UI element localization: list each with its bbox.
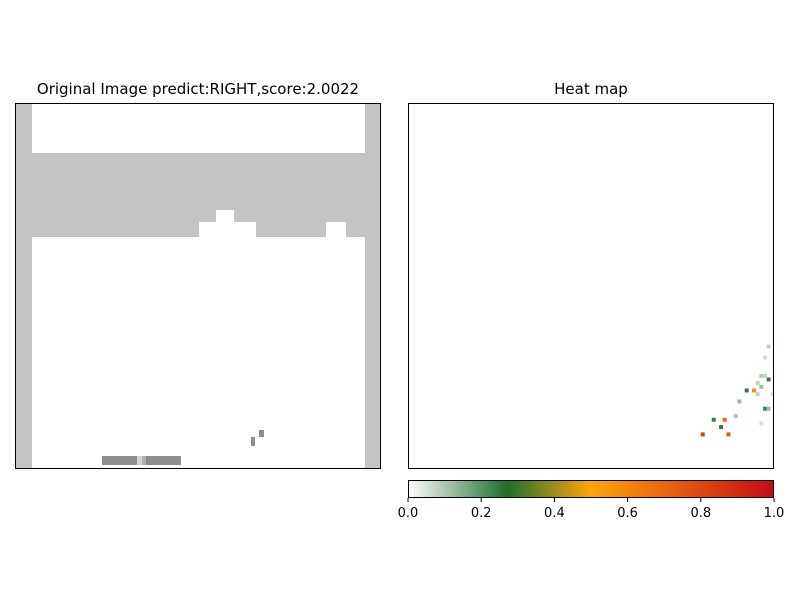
heatmap-cell (755, 392, 760, 397)
left-wall (15, 103, 32, 469)
colorbar-tick-label: 0.0 (398, 506, 419, 521)
heatmap-cells (700, 344, 775, 437)
heatmap-cell (759, 373, 764, 378)
ball-trail (251, 437, 255, 446)
heatmap-cell (763, 406, 767, 411)
heatmap-cell (766, 406, 771, 411)
heatmap-cell (722, 417, 727, 422)
heatmap-cell (763, 373, 767, 378)
heatmap-cell (726, 432, 731, 437)
heatmap-cell (752, 388, 756, 393)
original-image-frame (15, 103, 381, 469)
original-image-title: Original Image predict:RIGHT,score:2.002… (37, 80, 359, 98)
heatmap-cell (719, 425, 724, 430)
heatmap-background (408, 103, 774, 469)
heatmap-frame (408, 103, 774, 469)
right-wall (365, 103, 381, 469)
brick-gap (330, 224, 344, 237)
heatmap-cell (763, 355, 767, 360)
brick-band (32, 153, 365, 237)
ball (259, 430, 264, 437)
colorbar-frame (408, 480, 774, 498)
heatmap-cell (755, 381, 760, 386)
heatmap-plot (408, 103, 775, 469)
heatmap-title: Heat map (554, 80, 628, 98)
paddle-seam (142, 456, 146, 465)
heatmap-cell (711, 417, 716, 422)
heatmap-cell (770, 392, 775, 397)
heatmap-cell (700, 432, 705, 437)
colorbar-tick-label: 0.8 (690, 506, 711, 521)
colorbar-gradient (408, 480, 774, 498)
colorbar: 0.0 0.2 0.4 0.6 0.8 1.0 (398, 480, 785, 521)
colorbar-tick-label: 0.2 (471, 506, 492, 521)
heatmap-cell (744, 388, 749, 393)
heatmap-cell (759, 421, 764, 426)
heatmap-cell (733, 414, 738, 419)
paddle-highlight (137, 456, 142, 465)
colorbar-tick-label: 0.6 (617, 506, 638, 521)
colorbar-tick-label: 1.0 (764, 506, 785, 521)
heatmap-cell (759, 384, 764, 389)
heatmap-cell (766, 377, 771, 382)
colorbar-tick-label: 0.4 (544, 506, 565, 521)
original-image (15, 103, 381, 469)
heatmap-cell (737, 399, 742, 404)
colorbar-ticks: 0.0 0.2 0.4 0.6 0.8 1.0 (398, 498, 785, 521)
heatmap-cell (766, 344, 771, 349)
